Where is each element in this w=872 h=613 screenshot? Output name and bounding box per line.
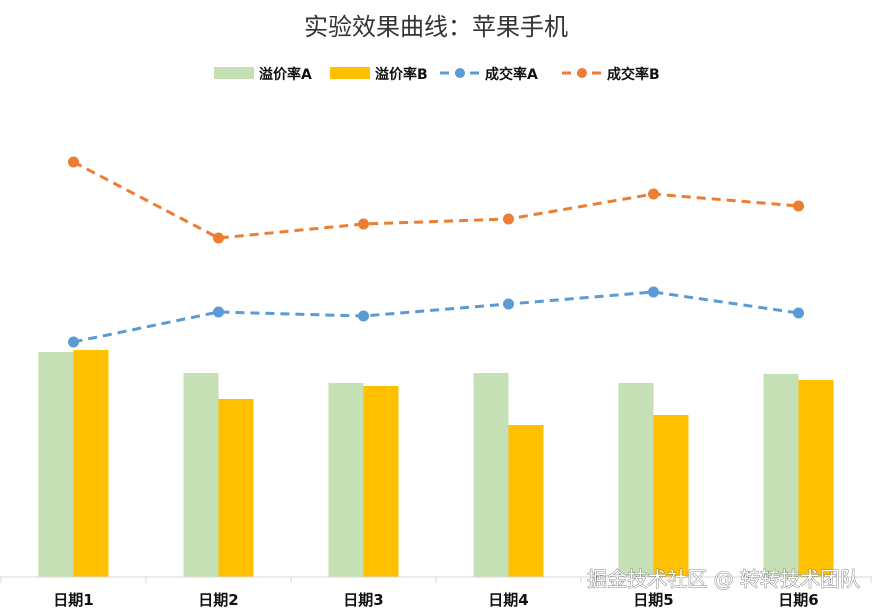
legend-marker: [577, 68, 587, 78]
legend-label: 溢价率A: [259, 66, 312, 83]
x-tick-label: 日期4: [488, 591, 528, 609]
bars: [38, 350, 834, 577]
point-成交率A-日期4: [503, 298, 514, 310]
point-成交率A-日期5: [648, 286, 659, 298]
x-tick-label: 日期2: [198, 591, 238, 609]
line-成交率B: [72, 160, 799, 240]
legend-item-成交率B: 成交率B: [562, 66, 660, 83]
legend-marker: [455, 68, 465, 78]
bar-溢价率B-日期6: [798, 380, 834, 577]
bar-溢价率A-日期1: [38, 352, 74, 577]
point-成交率A-日期2: [213, 306, 224, 318]
legend-item-溢价率A: 溢价率A: [214, 66, 312, 83]
legend-label: 成交率A: [485, 66, 538, 83]
point-成交率B-日期6: [793, 200, 804, 212]
point-成交率A-日期3: [358, 310, 369, 322]
legend-swatch: [214, 67, 254, 79]
legend-item-溢价率B: 溢价率B: [330, 66, 428, 83]
x-tick-label: 日期5: [633, 591, 673, 609]
bar-溢价率B-日期3: [363, 386, 399, 577]
bar-溢价率A-日期6: [763, 374, 799, 577]
chart-title: 实验效果曲线：苹果手机: [304, 13, 568, 41]
x-axis: 日期1 日期2 日期3 日期4 日期5 日期6: [0, 576, 872, 609]
legend-label: 成交率B: [607, 66, 660, 83]
x-tick-label: 日期1: [53, 591, 93, 609]
point-成交率B-日期1: [68, 156, 79, 168]
point-成交率B-日期3: [358, 218, 369, 230]
bar-溢价率A-日期3: [328, 383, 364, 577]
bar-溢价率B-日期5: [653, 415, 689, 577]
legend-item-成交率A: 成交率A: [440, 66, 538, 83]
legend: 溢价率A 溢价率B 成交率A 成交率B: [214, 66, 660, 83]
legend-label: 溢价率B: [375, 66, 428, 83]
line-成交率A: [73, 290, 799, 344]
legend-swatch: [330, 67, 370, 79]
point-成交率B-日期2: [213, 232, 224, 244]
x-tick-label: 日期3: [343, 591, 383, 609]
bar-溢价率A-日期2: [183, 373, 219, 577]
point-成交率A-日期1: [68, 336, 79, 348]
watermark: 掘金技术社区 @ 转转技术团队: [587, 567, 860, 591]
lines: [68, 156, 804, 348]
bar-溢价率B-日期2: [218, 399, 254, 577]
x-tick-label: 日期6: [778, 591, 818, 609]
point-成交率B-日期4: [503, 213, 514, 225]
bar-溢价率B-日期4: [508, 425, 544, 577]
bar-溢价率A-日期5: [618, 383, 654, 577]
bar-溢价率B-日期1: [73, 350, 109, 577]
bar-溢价率A-日期4: [473, 373, 509, 577]
point-成交率B-日期5: [648, 188, 659, 200]
point-成交率A-日期6: [793, 307, 804, 319]
